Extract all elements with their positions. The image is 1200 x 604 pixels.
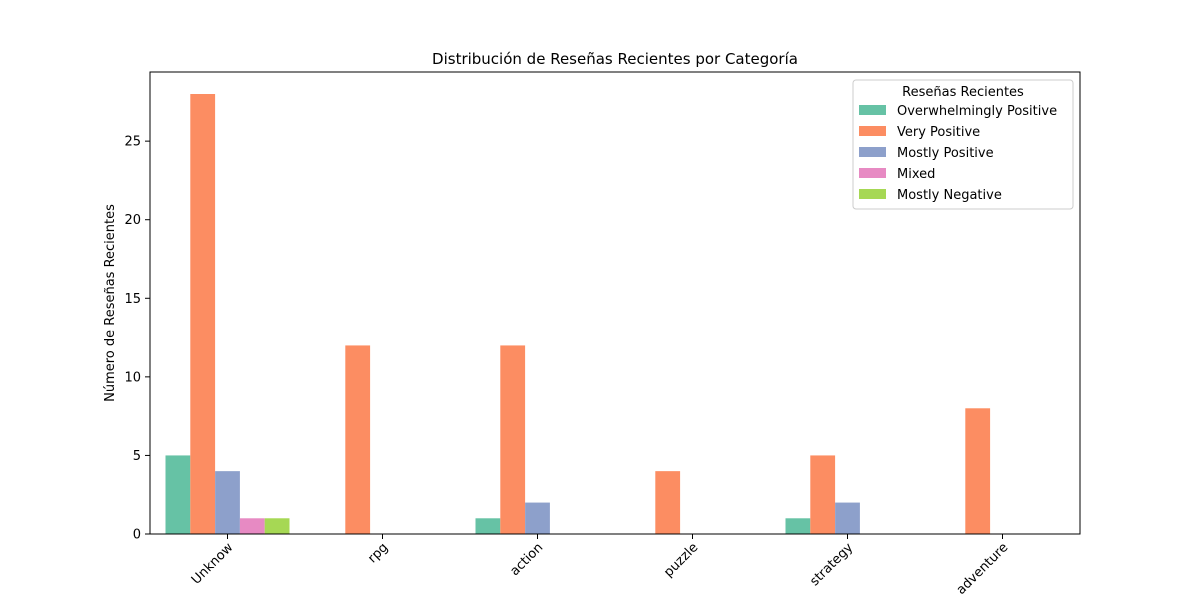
y-tick-label: 10 bbox=[124, 370, 141, 385]
legend-entry-label: Very Positive bbox=[897, 125, 980, 140]
bar-strategy-overwhelmingly-positive bbox=[785, 518, 811, 534]
legend-entry-label: Mostly Positive bbox=[897, 146, 994, 161]
legend-box bbox=[852, 79, 1074, 210]
bar-strategy-very-positive bbox=[810, 455, 836, 534]
bar-unknow-mostly-positive bbox=[215, 471, 240, 534]
chart-title: Distribución de Reseñas Recientes por Ca… bbox=[432, 50, 798, 68]
bar-unknow-very-positive bbox=[190, 94, 216, 534]
legend-entry-label: Mostly Negative bbox=[897, 188, 1002, 203]
bar-unknow-overwhelmingly-positive bbox=[165, 455, 191, 534]
legend-swatch bbox=[859, 189, 886, 199]
bar-action-mostly-positive bbox=[525, 502, 550, 534]
legend-title: Reseñas Recientes bbox=[902, 85, 1024, 100]
bar-adventure-very-positive bbox=[965, 408, 991, 534]
x-tick-label: strategy bbox=[807, 540, 856, 589]
legend: Reseñas Recientes Overwhelmingly Positive… bbox=[852, 79, 1074, 210]
legend-swatch bbox=[859, 168, 886, 178]
legend-swatch bbox=[859, 147, 886, 157]
legend-entry-label: Mixed bbox=[897, 167, 935, 182]
y-tick-label: 0 bbox=[133, 528, 141, 543]
x-tick-label: action bbox=[507, 540, 546, 579]
legend-entry-label: Overwhelmingly Positive bbox=[897, 104, 1057, 119]
plot-frame bbox=[149, 71, 1081, 535]
y-tick-label: 25 bbox=[124, 135, 141, 150]
x-tick-label: rpg bbox=[365, 540, 391, 566]
y-tick-label: 5 bbox=[133, 449, 141, 464]
y-axis-label: Número de Reseñas Recientes bbox=[103, 204, 118, 402]
bar-action-very-positive bbox=[500, 345, 526, 534]
bar-puzzle-very-positive bbox=[655, 471, 681, 534]
legend-swatch bbox=[859, 126, 886, 136]
bar-rpg-very-positive bbox=[345, 345, 371, 534]
bar-unknow-mostly-negative bbox=[264, 518, 290, 534]
plot-area: 0 5 10 15 20 25 Unknow rpg action puzzle strategy a… bbox=[124, 71, 1081, 598]
bar-unknow-mixed bbox=[239, 518, 265, 534]
x-tick-label: Unknow bbox=[189, 540, 237, 588]
bar-action-overwhelmingly-positive bbox=[475, 518, 501, 534]
x-tick-label: adventure bbox=[954, 540, 1012, 598]
x-tick-label: puzzle bbox=[661, 540, 701, 580]
legend-swatch bbox=[859, 105, 886, 115]
y-tick-label: 20 bbox=[124, 213, 141, 228]
bar-strategy-mostly-positive bbox=[835, 502, 860, 534]
y-tick-label: 15 bbox=[124, 292, 141, 307]
